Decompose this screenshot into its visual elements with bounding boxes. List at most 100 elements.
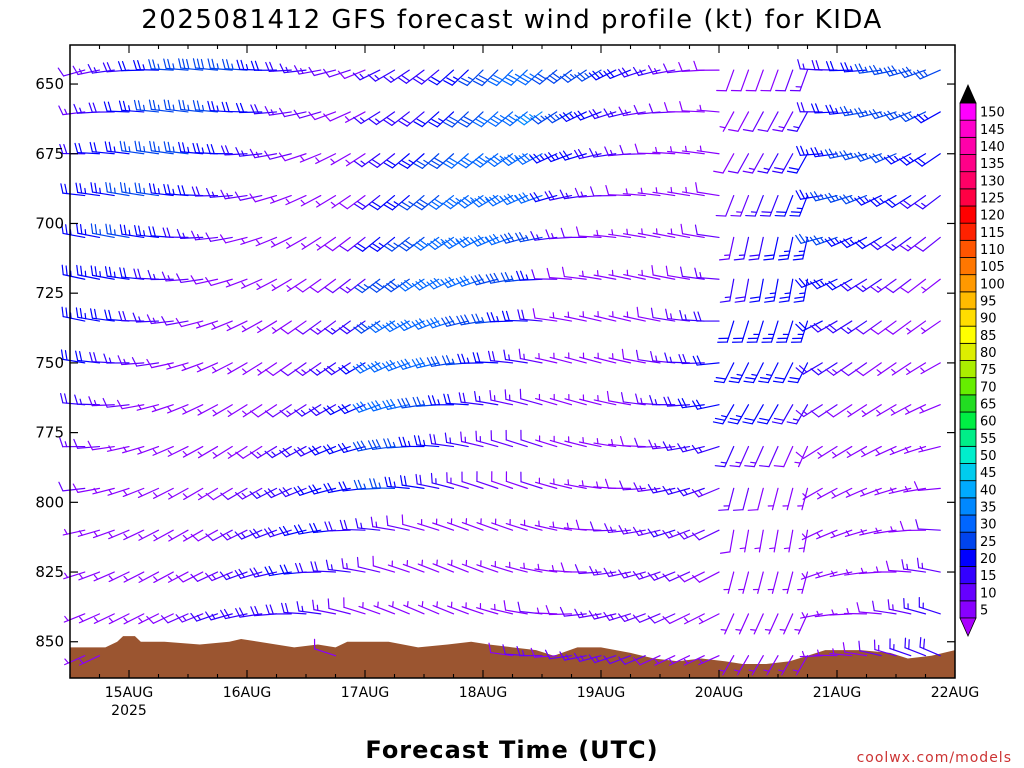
colorbar-swatch bbox=[959, 480, 977, 499]
wind-barb bbox=[108, 613, 130, 625]
wind-barb bbox=[764, 613, 779, 635]
wind-barb bbox=[797, 487, 809, 511]
wind-barb bbox=[868, 153, 897, 164]
wind-barb bbox=[324, 278, 351, 294]
wind-barb bbox=[854, 236, 882, 250]
wind-barb bbox=[153, 529, 174, 542]
wind-barb bbox=[117, 355, 145, 366]
wind-barb bbox=[534, 520, 558, 531]
wind-barb bbox=[382, 69, 410, 83]
wind-barb bbox=[458, 69, 484, 87]
colorbar-label: 5 bbox=[980, 603, 988, 618]
wind-barb bbox=[856, 602, 882, 615]
colorbar-label: 130 bbox=[980, 174, 1005, 189]
wind-barb bbox=[488, 642, 514, 657]
colorbar-swatch bbox=[959, 445, 977, 464]
wind-barb bbox=[846, 445, 868, 458]
wind-barb bbox=[774, 194, 794, 217]
wind-barb bbox=[824, 278, 853, 291]
wind-barb bbox=[745, 69, 764, 92]
wind-barb bbox=[413, 111, 440, 128]
wind-barb bbox=[681, 186, 705, 197]
wind-barb bbox=[271, 278, 292, 292]
wind-barb bbox=[593, 311, 617, 322]
wind-barb bbox=[63, 613, 86, 623]
wind-barb bbox=[520, 471, 543, 489]
wind-barb bbox=[795, 233, 823, 244]
wind-barb bbox=[505, 429, 528, 448]
wind-barb bbox=[122, 487, 145, 498]
wind-barb bbox=[387, 560, 410, 573]
wind-barb bbox=[205, 277, 233, 287]
wind-barb bbox=[844, 529, 868, 537]
wind-barb bbox=[176, 273, 204, 284]
wind-barb bbox=[809, 235, 838, 246]
wind-barb bbox=[677, 443, 705, 453]
colorbar-swatch bbox=[959, 514, 977, 533]
wind-barb bbox=[234, 568, 263, 579]
wind-barb bbox=[795, 189, 823, 200]
wind-barb bbox=[457, 111, 484, 128]
colorbar-swatch bbox=[959, 428, 977, 447]
wind-barb bbox=[560, 227, 587, 239]
colorbar-label: 90 bbox=[980, 312, 997, 327]
wind-barb bbox=[559, 651, 587, 661]
colorbar-label: 55 bbox=[980, 432, 997, 447]
wind-barb bbox=[309, 320, 337, 335]
wind-barb bbox=[816, 487, 838, 500]
wind-barb bbox=[78, 571, 101, 581]
wind-barb bbox=[532, 308, 558, 322]
wind-barb bbox=[903, 597, 927, 615]
wind-barb bbox=[559, 111, 587, 122]
y-tick-label: 675 bbox=[35, 145, 64, 163]
wind-barb bbox=[460, 431, 484, 448]
colorbar-label: 40 bbox=[980, 483, 997, 498]
wind-barb bbox=[742, 404, 764, 425]
wind-barb bbox=[396, 358, 425, 370]
wind-barb bbox=[175, 317, 204, 328]
wind-barb bbox=[824, 148, 853, 159]
wind-barb bbox=[603, 567, 632, 578]
wind-barb bbox=[637, 187, 661, 197]
wind-barb bbox=[545, 69, 573, 84]
wind-barb bbox=[264, 150, 292, 160]
wind-barb bbox=[490, 603, 514, 615]
wind-barb bbox=[874, 487, 897, 496]
wind-barb bbox=[801, 529, 823, 541]
wind-barb bbox=[344, 111, 366, 123]
wind-barb bbox=[293, 109, 322, 119]
wind-barb bbox=[286, 278, 307, 292]
wind-barb bbox=[444, 432, 469, 448]
wind-barb bbox=[839, 194, 868, 205]
wind-barb bbox=[516, 270, 543, 281]
wind-barb bbox=[786, 153, 809, 174]
wind-barb bbox=[207, 58, 233, 71]
wind-barb bbox=[578, 437, 602, 448]
colorbar-bottom-arrow bbox=[959, 617, 977, 637]
wind-barb bbox=[593, 352, 617, 364]
wind-barb bbox=[662, 441, 691, 451]
wind-barb bbox=[487, 350, 514, 364]
wind-barb bbox=[118, 100, 145, 113]
wind-barb bbox=[855, 320, 882, 335]
wind-barb bbox=[353, 278, 381, 294]
wind-barb bbox=[432, 559, 455, 573]
wind-barb bbox=[152, 487, 174, 499]
x-axis-label: Forecast Time (UTC) bbox=[365, 736, 658, 764]
wind-barb bbox=[698, 613, 720, 625]
colorbar-swatch bbox=[959, 188, 977, 207]
wind-barb bbox=[814, 649, 838, 657]
wind-barb bbox=[220, 189, 248, 200]
wind-barb bbox=[694, 224, 720, 239]
wind-barb bbox=[352, 440, 381, 452]
wind-barb bbox=[759, 194, 779, 217]
wind-barb bbox=[264, 362, 292, 376]
wind-barb bbox=[743, 362, 764, 384]
wind-barb bbox=[148, 59, 174, 71]
wind-barb bbox=[905, 404, 927, 415]
wind-barb bbox=[742, 111, 764, 132]
wind-barb bbox=[855, 362, 882, 377]
wind-barb bbox=[873, 566, 897, 573]
colorbar-label: 70 bbox=[980, 380, 997, 395]
wind-barb bbox=[779, 613, 794, 635]
